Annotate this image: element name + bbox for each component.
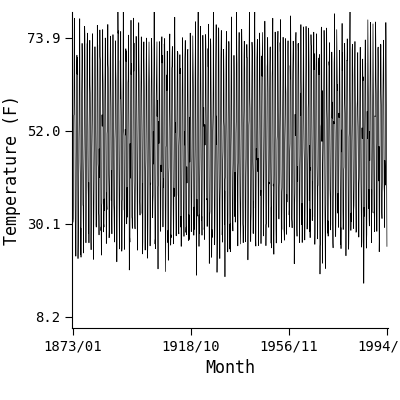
Y-axis label: Temperature (F): Temperature (F)	[3, 95, 21, 245]
X-axis label: Month: Month	[205, 359, 255, 377]
